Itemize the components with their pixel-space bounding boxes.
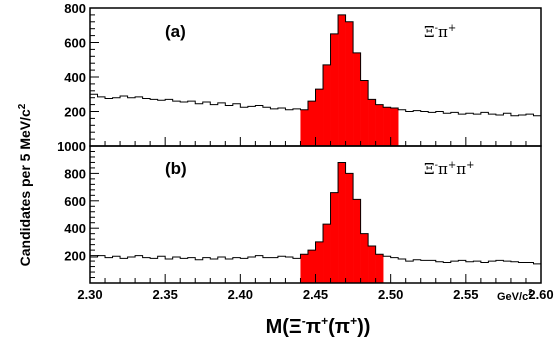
highlight-bin bbox=[300, 254, 309, 283]
panel-a-highlight-bars bbox=[300, 14, 399, 147]
highlight-bin bbox=[323, 64, 331, 146]
highlight-bin bbox=[353, 52, 361, 146]
x-tick-label: 2.40 bbox=[228, 287, 253, 302]
highlight-bin bbox=[307, 101, 316, 146]
highlight-bin bbox=[345, 21, 354, 146]
y-tick-label: 1000 bbox=[57, 139, 86, 154]
x-tick-label: 2.55 bbox=[453, 287, 478, 302]
x-tick-label: 2.45 bbox=[303, 287, 328, 302]
panel-b: 200 400 600 800 1000 2.30 2.35 2.40 2.45 2.50 2.5… bbox=[57, 139, 554, 302]
x-tick-label: 2.50 bbox=[378, 287, 403, 302]
y-axis-title: Candidates per 5 MeV/c2 bbox=[17, 103, 33, 266]
y-tick-label: 400 bbox=[64, 70, 86, 85]
panel-b-x-ticks: 2.30 2.35 2.40 2.45 2.50 2.55 2.60 bbox=[77, 274, 554, 302]
highlight-bin bbox=[368, 99, 376, 146]
highlight-bin bbox=[338, 162, 346, 283]
highlight-bin bbox=[360, 233, 369, 283]
highlight-bin bbox=[315, 89, 324, 146]
y-tick-label: 800 bbox=[64, 1, 86, 16]
highlight-bin bbox=[353, 199, 361, 283]
highlight-bin bbox=[338, 14, 346, 147]
highlight-bin bbox=[390, 108, 399, 146]
y-tick-label: 800 bbox=[64, 166, 86, 181]
highlight-bin bbox=[330, 192, 339, 283]
highlight-bin bbox=[300, 109, 309, 146]
highlight-bin bbox=[360, 80, 369, 146]
panel-a-histogram-line bbox=[90, 14, 541, 117]
highlight-bin bbox=[383, 107, 391, 146]
panel-a-x-ticks bbox=[89, 137, 542, 146]
panel-a-channel-label: Ξ-π+ bbox=[424, 23, 456, 41]
y-tick-label: 200 bbox=[64, 249, 86, 264]
y-tick-label: 600 bbox=[64, 194, 86, 209]
panel-b-y-ticks: 200 400 600 800 1000 bbox=[57, 139, 99, 279]
x-axis-unit: GeV/c2 bbox=[497, 288, 533, 303]
highlight-bin bbox=[345, 173, 354, 283]
y-tick-label: 600 bbox=[64, 36, 86, 51]
x-tick-label: 2.30 bbox=[77, 287, 102, 302]
panel-b-highlight-bars bbox=[300, 162, 384, 283]
highlight-bin bbox=[323, 224, 331, 283]
panel-a: 200 400 600 800 (a) Ξ-π+ bbox=[64, 1, 542, 147]
highlight-bin bbox=[307, 250, 316, 283]
highlight-bin bbox=[375, 254, 384, 283]
panel-b-label: (b) bbox=[165, 159, 187, 178]
panel-b-histogram-line bbox=[90, 161, 541, 265]
highlight-bin bbox=[315, 241, 324, 283]
panel-a-y-ticks: 200 400 600 800 bbox=[64, 1, 99, 140]
panel-a-label: (a) bbox=[165, 22, 186, 41]
x-tick-label: 2.35 bbox=[153, 287, 178, 302]
x-tick-label: 2.60 bbox=[528, 287, 553, 302]
panel-b-channel-label: Ξ-π+π+ bbox=[424, 160, 474, 178]
y-tick-label: 400 bbox=[64, 221, 86, 236]
highlight-bin bbox=[330, 33, 339, 146]
y-tick-label: 200 bbox=[64, 105, 86, 120]
x-axis-title: M(Ξ-π+(π+)) bbox=[266, 314, 371, 338]
highlight-bin bbox=[368, 246, 376, 283]
highlight-bin bbox=[375, 104, 384, 146]
